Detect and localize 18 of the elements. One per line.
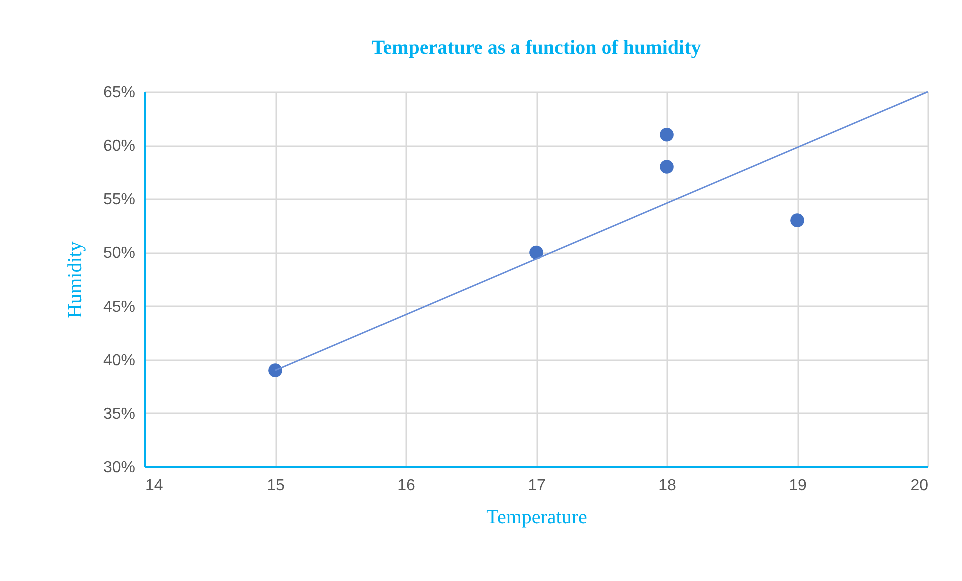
y-tick-label: 50% — [103, 245, 136, 262]
y-tick-label: 60% — [103, 138, 136, 156]
y-tick-label: 45% — [103, 298, 136, 316]
y-tick-label: 35% — [103, 406, 136, 423]
y-axis-title: Humidity — [64, 242, 86, 318]
chart-title: Temperature as a function of humidity — [372, 37, 702, 59]
x-tick-label: 17 — [528, 478, 546, 494]
y-tick-label: 55% — [103, 192, 136, 209]
x-tick-label: 19 — [789, 478, 807, 494]
x-tick-label: 16 — [398, 478, 416, 494]
y-tick-label: 30% — [103, 460, 136, 476]
x-tick-label: 14 — [146, 478, 164, 494]
x-tick-label: 20 — [910, 478, 929, 494]
y-tick-label: 40% — [103, 352, 136, 370]
y-tick-label: 65% — [103, 84, 136, 102]
x-tick-label: 18 — [658, 478, 676, 494]
x-tick-label: 15 — [267, 478, 285, 494]
x-axis-title: Temperature — [486, 506, 588, 528]
